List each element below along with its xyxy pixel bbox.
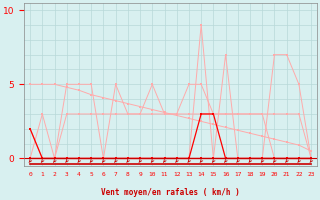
X-axis label: Vent moyen/en rafales ( km/h ): Vent moyen/en rafales ( km/h ) [101, 188, 240, 197]
